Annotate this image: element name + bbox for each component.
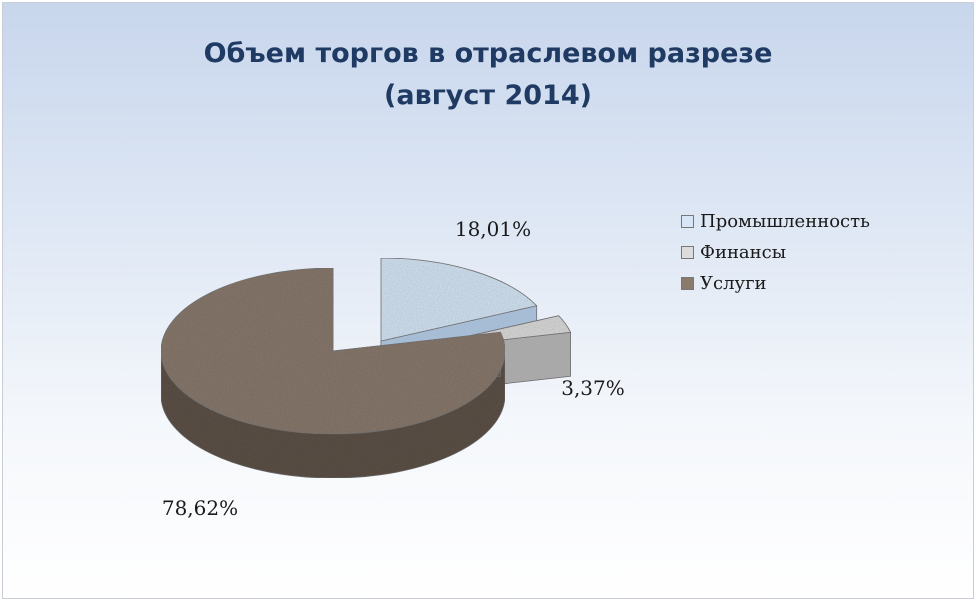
pie-slice-services xyxy=(160,267,506,479)
legend-swatch-finance xyxy=(681,246,694,259)
legend-item-services: Услуги xyxy=(681,268,870,299)
legend-label-industry: Промышленность xyxy=(700,211,870,232)
chart-title: Объем торгов в отраслевом разрезе (авгус… xyxy=(3,33,973,117)
legend-label-services: Услуги xyxy=(700,273,767,294)
legend-item-finance: Финансы xyxy=(681,237,870,268)
chart-title-line-2: (август 2014) xyxy=(384,80,592,111)
pie-chart: 18,01% 3,37% 78,62% xyxy=(160,217,625,520)
data-label-industry: 18,01% xyxy=(455,217,531,241)
data-label-finance: 3,37% xyxy=(561,376,625,400)
legend-swatch-services xyxy=(681,277,694,290)
data-label-services: 78,62% xyxy=(162,496,238,520)
chart-title-line-1: Объем торгов в отраслевом разрезе xyxy=(203,38,773,69)
legend-label-finance: Финансы xyxy=(700,242,787,263)
pie-top-industry xyxy=(380,257,538,342)
legend: Промышленность Финансы Услуги xyxy=(681,206,870,299)
legend-swatch-industry xyxy=(681,215,694,228)
legend-item-industry: Промышленность xyxy=(681,206,870,237)
pie-top-services xyxy=(160,267,506,435)
